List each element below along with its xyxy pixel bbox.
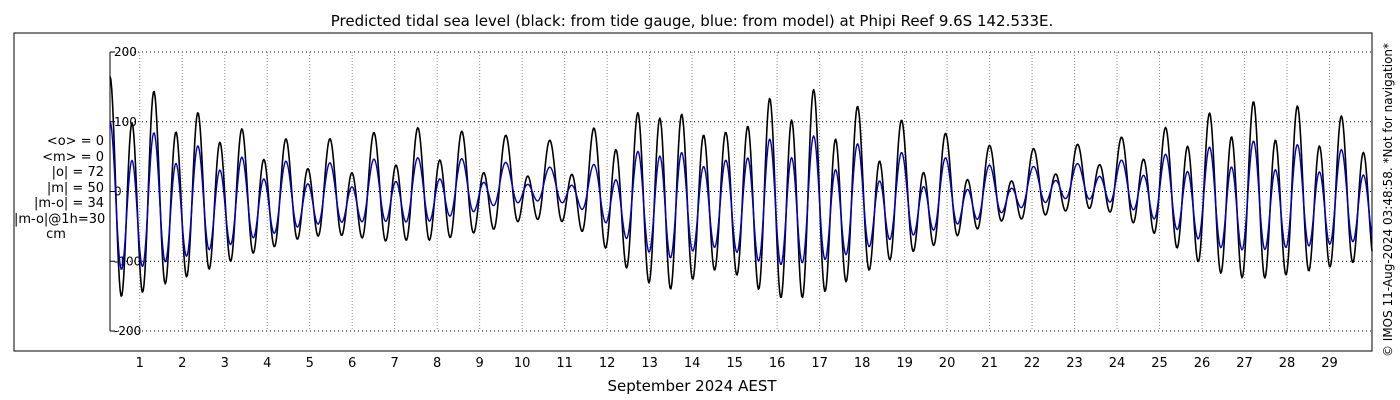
- x-tick-label: 18: [854, 356, 871, 371]
- x-tick-label: 29: [1321, 356, 1338, 371]
- x-tick-label: 1: [136, 356, 144, 371]
- x-tick-label: 27: [1236, 356, 1253, 371]
- x-tick-label: 12: [599, 356, 616, 371]
- statistics-panel: <o> = 0 <m> = 0 |o| = 72 |m| = 50 |m-o| …: [14, 134, 106, 243]
- x-tick-label: 4: [263, 356, 271, 371]
- x-tick-label: 9: [476, 356, 484, 371]
- x-tick-label: 14: [684, 356, 701, 371]
- x-tick-label: 24: [1109, 356, 1126, 371]
- x-axis-label: September 2024 AEST: [607, 377, 777, 395]
- stat-abs-diff: |m-o| = 34: [33, 196, 104, 211]
- copyright-notice: © IMOS 11-Aug-2024 03:48:58. *Not for na…: [1381, 43, 1395, 357]
- stat-abs-model: |m| = 50: [46, 180, 104, 196]
- x-tick-label: 21: [981, 356, 998, 371]
- stat-abs-diff-1h: |m-o|@1h=30: [14, 211, 106, 227]
- x-tick-label: 13: [641, 356, 658, 371]
- x-tick-label: 6: [348, 356, 356, 371]
- x-tick-label: 15: [726, 356, 743, 371]
- y-tick-label: 0: [114, 185, 122, 199]
- stat-mean-obs: <o> = 0: [46, 134, 104, 149]
- stat-mean-model: <m> = 0: [42, 149, 104, 165]
- x-tick-label: 5: [306, 356, 314, 371]
- model-series-line: [109, 121, 1373, 270]
- x-tick-label: 23: [1066, 356, 1083, 371]
- x-tick-label: 10: [514, 356, 531, 371]
- x-tick-label: 19: [896, 356, 913, 371]
- y-tick-label: 200: [114, 45, 137, 59]
- x-tick-label: 17: [811, 356, 828, 371]
- series-layer: [109, 76, 1373, 299]
- chart-title: Predicted tidal sea level (black: from t…: [331, 12, 1054, 30]
- x-tick-label: 2: [178, 356, 186, 371]
- x-tick-label: 28: [1279, 356, 1296, 371]
- x-tick-label: 25: [1151, 356, 1168, 371]
- tide-gauge-series-line: [109, 76, 1373, 299]
- y-tick-label: -200: [114, 324, 141, 338]
- x-tick-label: 7: [391, 356, 399, 371]
- stat-abs-obs: |o| = 72: [51, 165, 104, 180]
- x-tick-label: 26: [1194, 356, 1211, 371]
- outer-frame: [13, 32, 1373, 352]
- x-tick-label: 8: [433, 356, 441, 371]
- x-tick-label: 20: [939, 356, 956, 371]
- stat-unit: cm: [46, 227, 66, 242]
- x-tick-label: 11: [556, 356, 573, 371]
- x-tick-label: 22: [1024, 356, 1041, 371]
- x-tick-label: 16: [769, 356, 786, 371]
- x-tick-label: 3: [221, 356, 229, 371]
